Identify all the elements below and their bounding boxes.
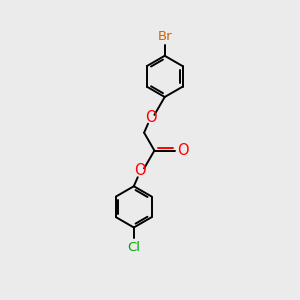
Text: O: O	[145, 110, 156, 125]
Text: Br: Br	[158, 29, 172, 43]
Text: Cl: Cl	[127, 241, 140, 254]
Text: O: O	[178, 143, 189, 158]
Text: O: O	[134, 164, 146, 178]
